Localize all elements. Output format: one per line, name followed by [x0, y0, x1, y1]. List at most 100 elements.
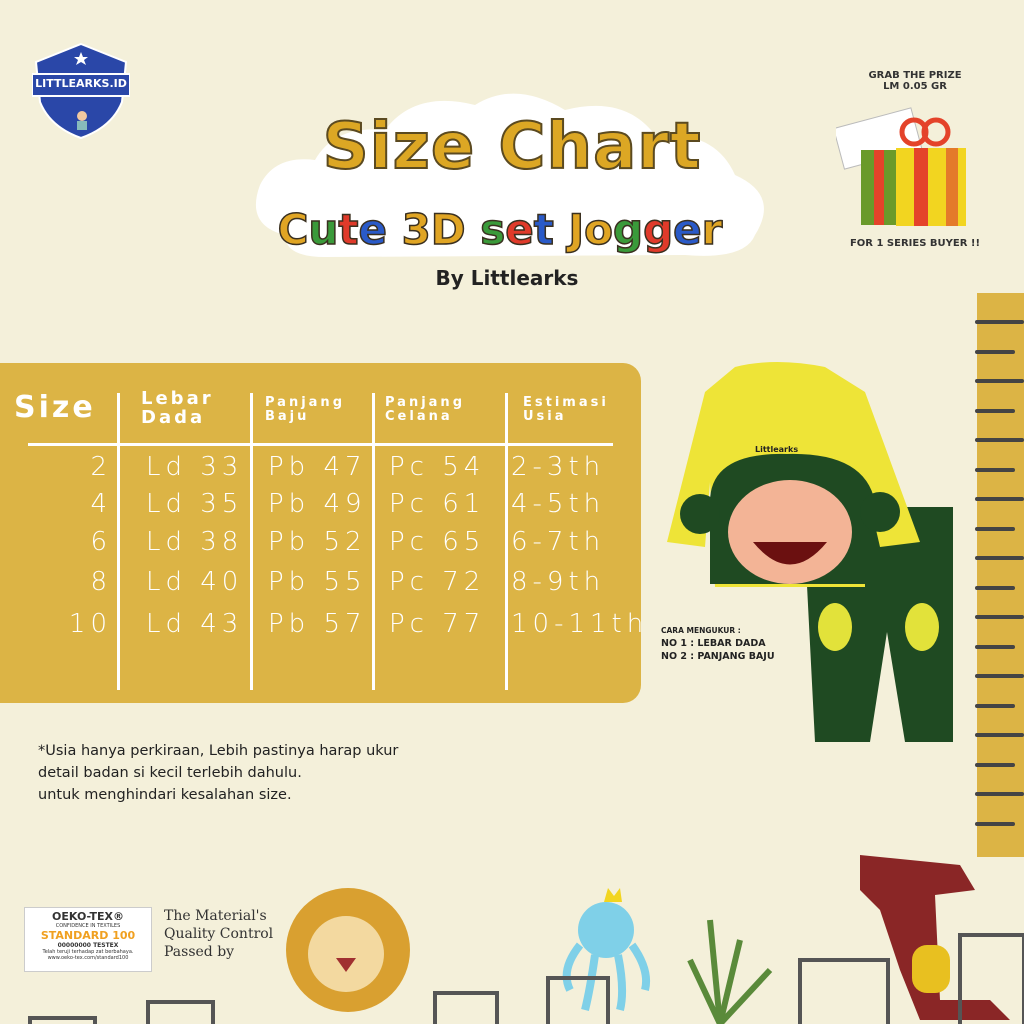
- oeko-tex-badge: OEKO-TEX® CONFIDENCE IN TEXTILES STANDAR…: [24, 907, 152, 972]
- cloud-shape: [255, 93, 764, 258]
- subtitle-letter: 3: [401, 204, 432, 255]
- octopus-icon: [562, 888, 651, 1011]
- ruler-tick: [975, 792, 1024, 796]
- plant-icon: [687, 919, 773, 1024]
- subtitle-letter: [466, 205, 481, 254]
- brand-logo: LITTLEARKS.ID: [31, 42, 131, 140]
- page-title: Size Chart: [322, 109, 702, 185]
- ruler-tick: [975, 467, 1015, 472]
- prize-footer: FOR 1 SERIES BUYER !!: [849, 238, 981, 249]
- subtitle-letter: e: [505, 204, 535, 255]
- table-cell: Pc 77: [389, 609, 486, 639]
- ruler-tick: [975, 497, 1024, 501]
- header-panjang-celana: Panjang Celana: [385, 396, 465, 423]
- table-cell: 8-9th: [511, 567, 606, 597]
- ruler-tick: [975, 703, 1015, 708]
- ruler-tick: [975, 674, 1024, 678]
- table-cell: Ld 38: [146, 527, 244, 557]
- table-cell: Ld 43: [146, 609, 244, 639]
- table-cell: 2-3th: [511, 452, 606, 482]
- table-cell: Ld 35: [146, 489, 244, 519]
- logo-text: LITTLEARKS.ID: [35, 77, 127, 90]
- header-text: Panjang: [265, 395, 345, 410]
- table-cell: 8: [90, 567, 112, 597]
- header-text: Lebar: [141, 388, 214, 409]
- note-line2: detail badan si kecil terlebih dahulu.: [38, 765, 302, 781]
- subtitle-letter: C: [277, 204, 309, 255]
- column-divider: [250, 393, 253, 690]
- guide-title: CARA MENGUKUR :: [661, 626, 741, 635]
- header-panjang-baju: Panjang Baju: [265, 396, 345, 423]
- oeko-standard: STANDARD 100: [40, 929, 136, 942]
- size-table: [0, 363, 641, 703]
- header-text: Panjang: [385, 395, 465, 410]
- table-cell: Pc 61: [389, 489, 486, 519]
- oeko-code: 00000000 TESTEX: [57, 942, 119, 949]
- subtitle-letter: e: [358, 204, 388, 255]
- height-ruler: [977, 293, 1024, 857]
- ruler-tick: [975, 379, 1024, 383]
- ruler-tick: [975, 821, 1015, 826]
- table-cell: Pb 47: [268, 452, 367, 482]
- dinosaur-icon: [860, 855, 1010, 1020]
- table-cell: 6-7th: [511, 527, 606, 557]
- table-cell: 2: [90, 452, 112, 482]
- byline: By Littlearks: [435, 266, 579, 290]
- ruler-tick: [975, 644, 1015, 649]
- guide-line1: NO 1 : LEBAR DADA: [661, 638, 766, 649]
- measuring-guide: CARA MENGUKUR : NO 1 : LEBAR DADA NO 2 :…: [661, 624, 775, 663]
- ruler-tick: [975, 615, 1024, 619]
- lion-icon: [286, 888, 410, 1012]
- subtitle-letter: t: [533, 204, 555, 255]
- table-cell: Pc 54: [389, 452, 486, 482]
- table-cell: 10-11th: [511, 609, 649, 639]
- table-cell: 4: [90, 489, 112, 519]
- guide-line2: NO 2 : PANJANG BAJU: [661, 651, 775, 662]
- quality-text: The Material's Quality Control Passed by: [164, 907, 273, 961]
- table-cell: Ld 33: [146, 452, 244, 482]
- oeko-info1: Telah teruji terhadap zat berbahaya.: [42, 949, 134, 955]
- subtitle-letter: u: [308, 204, 339, 255]
- header-text: Celana: [385, 408, 453, 424]
- header-lebar-dada: Lebar Dada: [141, 388, 214, 428]
- ruler-tick: [975, 349, 1015, 354]
- column-divider: [117, 393, 120, 690]
- table-cell: Pb 52: [268, 527, 367, 557]
- table-cell: Pc 65: [389, 527, 486, 557]
- size-note: *Usia hanya perkiraan, Lebih pastinya ha…: [38, 740, 398, 806]
- ruler-tick: [975, 320, 1024, 324]
- subtitle-letter: D: [430, 204, 466, 255]
- shield-icon: [31, 42, 131, 140]
- table-cell: Pb 49: [268, 489, 367, 519]
- ruler-tick: [975, 733, 1024, 737]
- table-cell: Pb 55: [268, 567, 367, 597]
- quality-line3: Passed by: [164, 944, 235, 960]
- subtitle-letter: J: [568, 204, 585, 255]
- subtitle-letter: [387, 205, 402, 254]
- header-estimasi-usia: Estimasi Usia: [523, 396, 609, 423]
- header-size: Size: [14, 390, 96, 425]
- column-divider: [372, 393, 375, 690]
- subtitle-letter: g: [642, 204, 674, 255]
- table-cell: Ld 40: [146, 567, 244, 597]
- bottom-decorations: [28, 855, 1024, 1024]
- subtitle-letter: s: [480, 204, 507, 255]
- table-cell: 6: [90, 527, 112, 557]
- header-text: Estimasi: [523, 395, 609, 410]
- oeko-tagline: CONFIDENCE IN TEXTILES: [55, 923, 121, 929]
- table-cell: 10: [68, 609, 112, 639]
- note-line1: *Usia hanya perkiraan, Lebih pastinya ha…: [38, 743, 399, 759]
- column-divider: [505, 393, 508, 690]
- subtitle-letter: e: [672, 204, 702, 255]
- product-illustration: [667, 362, 953, 742]
- table-divider: [28, 443, 613, 446]
- subtitle-letter: [554, 205, 569, 254]
- header-text: Usia: [523, 408, 567, 424]
- subtitle-letter: t: [338, 204, 360, 255]
- ruler-tick: [975, 585, 1015, 590]
- quality-line2: Quality Control: [164, 926, 274, 942]
- ruler-tick: [975, 556, 1024, 560]
- prize-line2: LM 0.05 GR: [883, 81, 947, 92]
- ruler-tick: [975, 438, 1024, 442]
- ruler-tick: [975, 408, 1015, 413]
